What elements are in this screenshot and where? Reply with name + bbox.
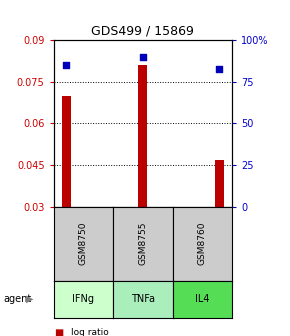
Title: GDS499 / 15869: GDS499 / 15869 bbox=[91, 25, 194, 38]
Bar bbox=[215, 160, 224, 207]
Bar bbox=[138, 65, 147, 207]
Text: IL4: IL4 bbox=[195, 294, 209, 304]
Bar bbox=[62, 96, 71, 207]
Text: TNFa: TNFa bbox=[131, 294, 155, 304]
Text: GSM8750: GSM8750 bbox=[79, 222, 88, 265]
Text: IFNg: IFNg bbox=[72, 294, 94, 304]
Text: ■: ■ bbox=[54, 328, 63, 336]
Text: GSM8760: GSM8760 bbox=[198, 222, 207, 265]
Point bbox=[217, 66, 222, 71]
Point bbox=[140, 54, 145, 60]
Text: ▶: ▶ bbox=[26, 294, 34, 304]
Text: log ratio: log ratio bbox=[71, 328, 109, 336]
Text: GSM8755: GSM8755 bbox=[138, 222, 147, 265]
Point bbox=[64, 62, 69, 68]
Text: agent: agent bbox=[3, 294, 31, 304]
